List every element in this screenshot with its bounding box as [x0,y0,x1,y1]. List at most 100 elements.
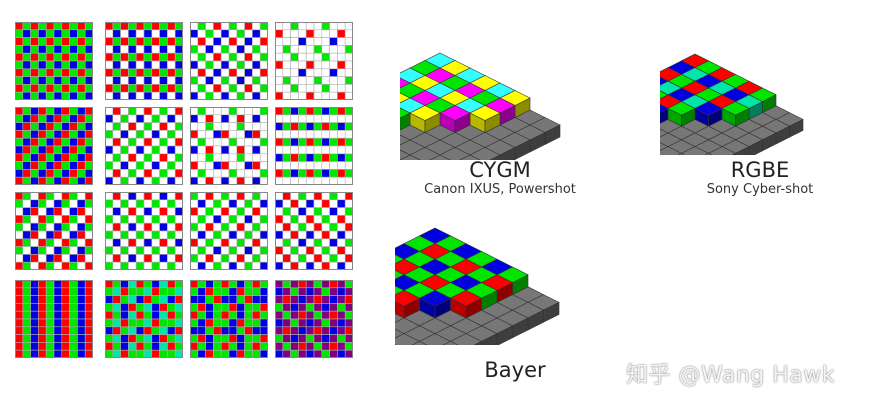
cfa-cell [205,130,214,139]
cfa-cell [159,91,168,100]
cfa-cell [143,349,153,358]
cfa-cell [69,238,78,247]
cfa-cell [282,326,291,335]
cfa-cell [282,153,291,162]
cfa-cell [282,114,291,123]
cfa-cell [151,68,160,77]
cfa-cell [197,326,206,335]
cfa-cell [151,76,160,85]
cfa-cell [45,107,55,116]
cfa-cell [135,326,145,335]
cfa-cell [298,303,307,312]
cfa-cell [128,334,137,343]
cfa-cell [197,107,206,116]
cfa-cell [259,29,268,38]
cfa-cell [305,161,315,170]
cfa-cell [205,303,214,312]
cfa-cell [321,130,330,139]
cfa-cell [252,326,261,335]
cfa-cell [15,207,24,216]
cfa-cell [69,192,78,201]
cfa-cell [128,222,137,232]
cfa-cell [84,145,93,155]
cfa-cell [329,91,338,100]
cfa-cell [252,60,261,70]
cfa-cell [167,176,176,185]
cfa-cell [290,246,299,255]
cfa-cell [53,238,63,247]
cfa-cell [244,342,253,351]
cfa-cell [174,349,183,358]
cfa-cell [45,254,55,263]
cfa-cell [205,254,214,263]
cfa-cell [38,153,47,162]
cfa-tile-white-dominant-rgb [190,107,268,185]
cfa-cell [105,310,114,320]
cfa-cell [120,137,129,147]
cfa-cell [30,192,39,201]
cfa-cell [282,334,291,343]
cfa-tile-diagonal-white-rgb [15,192,93,270]
cfa-cell [38,287,47,296]
cfa-cell [22,342,31,351]
cfa-cell [344,192,353,201]
cfa-cell [190,295,199,304]
cfa-cell [220,29,230,38]
cfa-cell [167,122,176,131]
cfa-cell [290,176,299,185]
cfa-cell [220,137,230,147]
cfa-cell [252,295,261,304]
cfa-cell [259,326,268,335]
cfa-cell [84,349,93,358]
cfa-cell [135,161,145,170]
cfa-cell [174,91,183,100]
cfa-cell [53,153,63,162]
cfa-cell [159,215,168,224]
cfa-cell [190,215,199,224]
cfa-cell [15,137,24,147]
cfa-cell [151,122,160,131]
cfa-cell [105,238,114,247]
cfa-cell [305,29,315,38]
cfa-cell [61,169,70,178]
cfa-cell [275,161,284,170]
cfa-cell [77,303,86,312]
cfa-cell [344,280,353,289]
cfa-cell [15,130,24,139]
cfa-cell [77,207,86,216]
cfa-cell [69,318,78,328]
cfa-cell [329,238,338,247]
cfa-cell [143,318,153,328]
cfa-cell [38,326,47,335]
cfa-cell [220,349,230,358]
cfa-cell [329,215,338,224]
cfa-cell [159,122,168,131]
cfa-cell [228,254,238,263]
cfa-cell [275,76,284,85]
cfa-cell [61,84,70,93]
cfa-cell [213,207,222,216]
cfa-cell [69,176,78,185]
cfa-cell [53,45,63,54]
cfa-cell [22,334,31,343]
cygm-title: CYGM [469,158,531,182]
cfa-cell [329,342,338,351]
cfa-cell [174,176,183,185]
cfa-cell [105,76,114,85]
cfa-cell [45,91,55,100]
cfa-cell [190,52,199,62]
cfa-cell [205,161,214,170]
cfa-cell [61,37,70,46]
cfa-tile-sparse-white-rgb [190,22,268,100]
cfa-cell [38,215,47,224]
cfa-cell [128,37,137,46]
cfa-cell [220,161,230,170]
cfa-cell [15,318,24,328]
cfa-cell [213,303,222,312]
cfa-cell [105,137,114,147]
cfa-cell [61,199,70,208]
cfa-cell [298,287,307,296]
cfa-cell [344,84,353,93]
cfa-cell [190,254,199,263]
cfa-cell [213,45,222,54]
